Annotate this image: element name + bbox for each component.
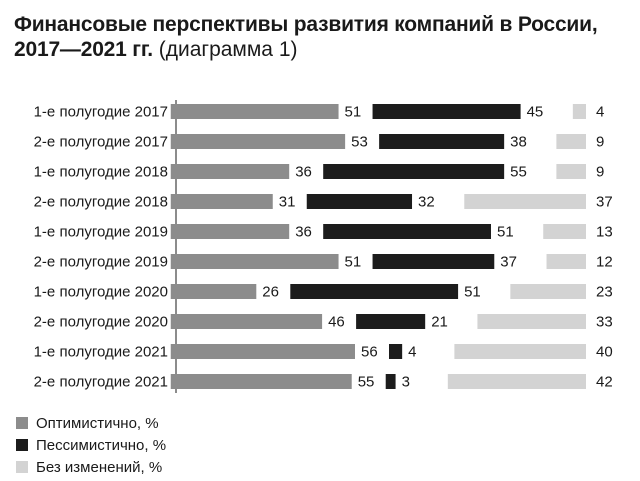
legend-item-pessimistic: Пессимистично, % (16, 434, 166, 456)
unchanged-value-label: 9 (596, 134, 604, 151)
unchanged-bar (556, 164, 586, 179)
unchanged-bar (447, 374, 586, 389)
pessimistic-bar (372, 104, 521, 119)
pessimistic-bar (372, 254, 495, 269)
pessimistic-bar (356, 314, 426, 329)
unchanged-value-label: 9 (596, 164, 604, 181)
unchanged-bar (543, 224, 586, 239)
pessimistic-bar (389, 344, 403, 359)
pessimistic-value-label: 37 (500, 254, 517, 271)
optimistic-bar (170, 134, 346, 149)
pessimistic-bar (385, 374, 396, 389)
unchanged-bar (546, 254, 586, 269)
pessimistic-value-label: 51 (497, 224, 514, 241)
category-label: 2-е полугодие 2017 (34, 134, 168, 151)
pessimistic-bar (323, 164, 505, 179)
optimistic-bar (170, 374, 352, 389)
category-label: 1-е полугодие 2020 (34, 284, 168, 301)
category-label: 1-е полугодие 2021 (34, 344, 168, 361)
pessimistic-value-label: 51 (464, 284, 481, 301)
pessimistic-value-label: 3 (402, 374, 410, 391)
unchanged-value-label: 23 (596, 284, 613, 301)
optimistic-bar (170, 254, 339, 269)
unchanged-value-label: 4 (596, 104, 604, 121)
unchanged-bar (477, 314, 586, 329)
optimistic-value-label: 31 (279, 194, 296, 211)
optimistic-value-label: 55 (358, 374, 375, 391)
legend-swatch-optimistic (16, 417, 28, 429)
unchanged-value-label: 37 (596, 194, 613, 211)
category-label: 1-е полугодие 2018 (34, 164, 168, 181)
category-label: 2-е полугодие 2019 (34, 254, 168, 271)
unchanged-bar (556, 134, 586, 149)
pessimistic-value-label: 38 (510, 134, 527, 151)
category-label: 1-е полугодие 2017 (34, 104, 168, 121)
pessimistic-bar (306, 194, 413, 209)
optimistic-bar (170, 344, 355, 359)
chart-title-note: (диаграмма 1) (158, 38, 298, 61)
unchanged-value-label: 40 (596, 344, 613, 361)
legend-swatch-unchanged (16, 461, 28, 473)
optimistic-bar (170, 314, 323, 329)
legend-swatch-pessimistic (16, 439, 28, 451)
optimistic-bar (170, 194, 273, 209)
legend-label-unchanged: Без изменений, % (36, 458, 163, 476)
optimistic-bar (170, 104, 339, 119)
pessimistic-bar (290, 284, 459, 299)
pessimistic-value-label: 21 (431, 314, 448, 331)
optimistic-value-label: 51 (345, 104, 362, 121)
optimistic-bar (170, 164, 290, 179)
legend-label-pessimistic: Пессимистично, % (36, 436, 167, 454)
chart-title: Финансовые перспективы развития компаний… (14, 12, 626, 62)
unchanged-value-label: 42 (596, 374, 613, 391)
unchanged-bar (454, 344, 586, 359)
pessimistic-value-label: 4 (408, 344, 416, 361)
chart-title-line2: 2017—2021 гг. (14, 38, 153, 61)
optimistic-value-label: 36 (295, 164, 312, 181)
pessimistic-bar (323, 224, 491, 239)
pessimistic-value-label: 55 (510, 164, 527, 181)
unchanged-value-label: 13 (596, 224, 613, 241)
pessimistic-value-label: 32 (418, 194, 435, 211)
category-label: 2-е полугодие 2021 (34, 374, 168, 391)
category-label: 2-е полугодие 2020 (34, 314, 168, 331)
category-label: 2-е полугодие 2018 (34, 194, 168, 211)
optimistic-bar (170, 224, 290, 239)
pessimistic-bar (379, 134, 505, 149)
unchanged-bar (510, 284, 586, 299)
optimistic-value-label: 53 (351, 134, 368, 151)
unchanged-bar (572, 104, 586, 119)
pessimistic-value-label: 45 (527, 104, 544, 121)
unchanged-value-label: 12 (596, 254, 613, 271)
legend-item-optimistic: Оптимистично, % (16, 412, 166, 434)
optimistic-value-label: 56 (361, 344, 378, 361)
unchanged-value-label: 33 (596, 314, 613, 331)
optimistic-value-label: 51 (345, 254, 362, 271)
optimistic-bar (170, 284, 257, 299)
optimistic-value-label: 26 (262, 284, 279, 301)
chart-legend: Оптимистично, % Пессимистично, % Без изм… (16, 412, 166, 478)
legend-item-unchanged: Без изменений, % (16, 456, 166, 478)
category-label: 1-е полугодие 2019 (34, 224, 168, 241)
unchanged-bar (464, 194, 586, 209)
legend-label-optimistic: Оптимистично, % (36, 414, 159, 432)
optimistic-value-label: 46 (328, 314, 345, 331)
optimistic-value-label: 36 (295, 224, 312, 241)
chart-title-line1: Финансовые перспективы развития компаний… (14, 13, 598, 36)
